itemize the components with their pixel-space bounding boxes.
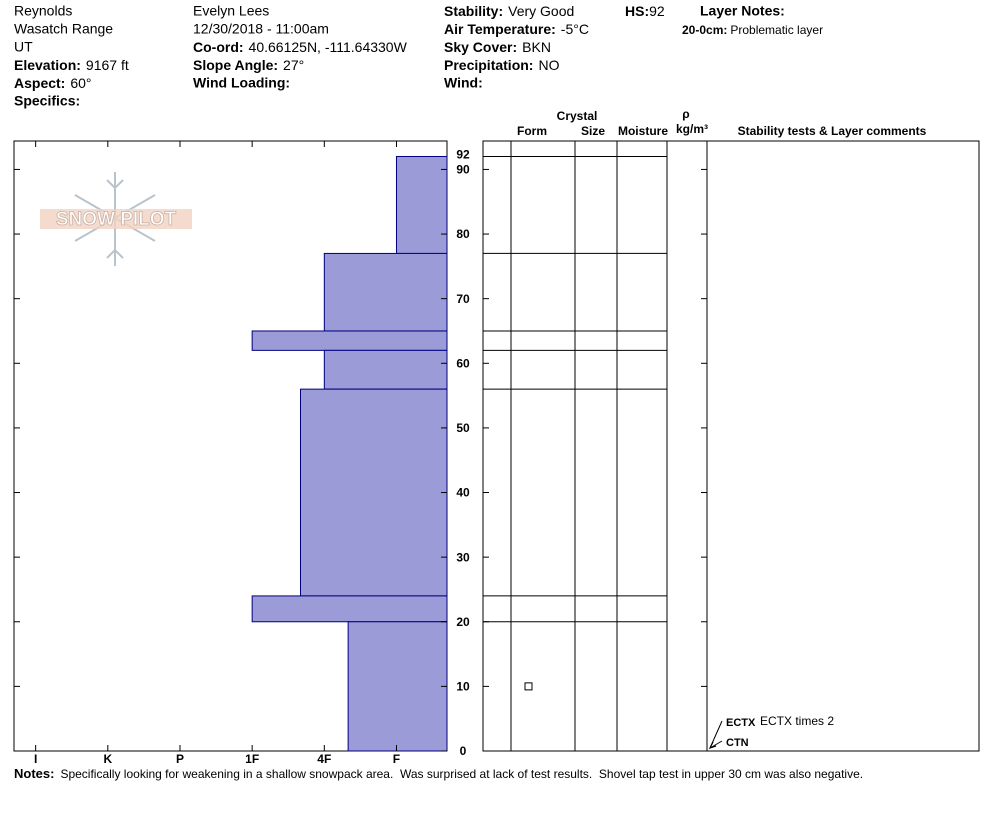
hardness-bar bbox=[300, 388, 448, 597]
observer: Evelyn Lees bbox=[193, 3, 269, 19]
notes-label: Notes: bbox=[14, 766, 54, 781]
elevation: Elevation: 9167 ft bbox=[14, 57, 129, 73]
field-value: 92 bbox=[649, 3, 665, 19]
hardness-bar bbox=[395, 156, 448, 254]
location: UT bbox=[14, 39, 33, 55]
x-tick-label: I bbox=[34, 752, 37, 766]
field-value: 9167 ft bbox=[86, 57, 129, 73]
y-tick-label: 50 bbox=[456, 421, 470, 435]
field-label: Air Temperature: bbox=[444, 21, 556, 37]
hardness-bar bbox=[347, 621, 448, 752]
layer-note-text: Problematic layer bbox=[730, 23, 823, 37]
field-label: Specifics: bbox=[14, 93, 80, 109]
column-header: kg/m³ bbox=[676, 122, 708, 136]
field-value: NO bbox=[538, 57, 559, 73]
table-frame bbox=[482, 140, 980, 752]
column-header: Form bbox=[517, 124, 547, 138]
x-tick-label: K bbox=[103, 752, 112, 766]
notes: Notes: Specifically looking for weakening… bbox=[14, 766, 863, 781]
x-tick-label: 1F bbox=[245, 752, 259, 766]
field-label: Wind: bbox=[444, 75, 483, 91]
field-label: Wind Loading: bbox=[193, 75, 290, 91]
layer-notes-label: Layer Notes: bbox=[700, 3, 785, 19]
test-code: CTN bbox=[726, 737, 749, 749]
logo-text: SNOW PILOT bbox=[56, 209, 177, 230]
slope: Slope Angle: 27° bbox=[193, 57, 304, 73]
field-label: Sky Cover: bbox=[444, 39, 517, 55]
x-tick-label: F bbox=[393, 752, 400, 766]
hs-label: 92 bbox=[456, 148, 470, 162]
y-tick-label: 70 bbox=[456, 292, 470, 306]
stability: Stability: Very Good bbox=[444, 3, 574, 19]
test-comment: ECTX times 2 bbox=[760, 714, 834, 728]
field-value: 27° bbox=[283, 57, 304, 73]
column-header: Stability tests & Layer comments bbox=[738, 124, 927, 138]
hardness-bar bbox=[323, 252, 448, 332]
aspect: Aspect: 60° bbox=[14, 75, 92, 91]
location: Reynolds bbox=[14, 3, 72, 19]
field-label: Co-ord: bbox=[193, 39, 244, 55]
field-value: BKN bbox=[522, 39, 551, 55]
field-label: Slope Angle: bbox=[193, 57, 278, 73]
field-label: Elevation: bbox=[14, 57, 81, 73]
precipitation: Precipitation: NO bbox=[444, 57, 560, 73]
logo-band bbox=[40, 209, 192, 229]
notes-text: Specifically looking for weakening in a … bbox=[60, 767, 863, 781]
column-header: ρ bbox=[682, 107, 689, 121]
location: Wasatch Range bbox=[14, 21, 113, 37]
hardness-bar bbox=[251, 330, 448, 351]
hardness-bar bbox=[323, 349, 448, 390]
y-tick-label: 80 bbox=[456, 227, 470, 241]
datetime: 12/30/2018 - 11:00am bbox=[193, 21, 329, 37]
field-label: HS: bbox=[625, 3, 649, 19]
air-temp: Air Temperature: -5°C bbox=[444, 21, 589, 37]
field-label: Stability: bbox=[444, 3, 503, 19]
field-value: 60° bbox=[70, 75, 91, 91]
y-tick-label: 40 bbox=[456, 486, 470, 500]
field-value: Very Good bbox=[508, 3, 574, 19]
y-tick-label: 10 bbox=[456, 680, 470, 694]
layer-note-range: 20-0cm: bbox=[682, 23, 727, 37]
test-code: ECTX bbox=[726, 717, 756, 729]
layer-note: 20-0cm: Problematic layer bbox=[682, 23, 823, 37]
field-value: -5°C bbox=[561, 21, 589, 37]
field-label: Precipitation: bbox=[444, 57, 533, 73]
hs: HS:92 bbox=[625, 3, 665, 19]
field-label: Aspect: bbox=[14, 75, 65, 91]
y-tick-label: 0 bbox=[460, 744, 467, 758]
hardness-bar bbox=[251, 595, 448, 623]
x-tick-label: 4F bbox=[317, 752, 331, 766]
coord: Co-ord: 40.66125N, -111.64330W bbox=[193, 39, 408, 55]
field-value: 40.66125N, -111.64330W bbox=[249, 39, 408, 55]
y-tick-label: 60 bbox=[456, 356, 470, 370]
test-arrowhead bbox=[709, 741, 717, 749]
column-header: Crystal bbox=[557, 109, 598, 123]
y-tick-label: 20 bbox=[456, 615, 470, 629]
y-tick-label: 30 bbox=[456, 550, 470, 564]
column-header: Size bbox=[581, 124, 605, 138]
column-header: Moisture bbox=[618, 124, 668, 138]
x-tick-label: P bbox=[176, 752, 184, 766]
grain-form-symbol bbox=[524, 682, 533, 691]
sky-cover: Sky Cover: BKN bbox=[444, 39, 551, 55]
y-tick-label: 90 bbox=[456, 163, 470, 177]
